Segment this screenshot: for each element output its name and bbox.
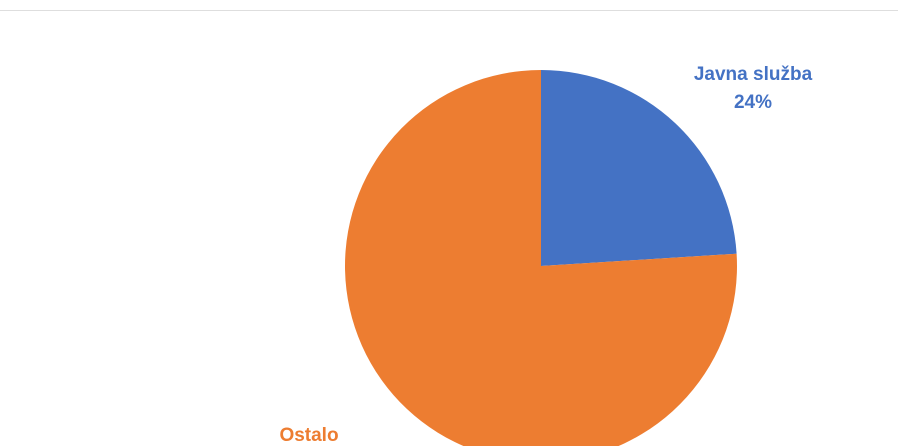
slice-value-javna-sluzba: 24%: [734, 92, 772, 113]
pie-slice-ostalo: [345, 70, 737, 446]
slice-label-ostalo: Ostalo: [279, 425, 338, 446]
pie-slices: [345, 70, 737, 446]
pie-slice-javna-služba: [541, 70, 737, 266]
top-divider: [0, 10, 898, 11]
slice-label-javna-sluzba: Javna služba: [694, 64, 813, 85]
pie-labels: Javna služba 24% Ostalo: [279, 64, 812, 446]
